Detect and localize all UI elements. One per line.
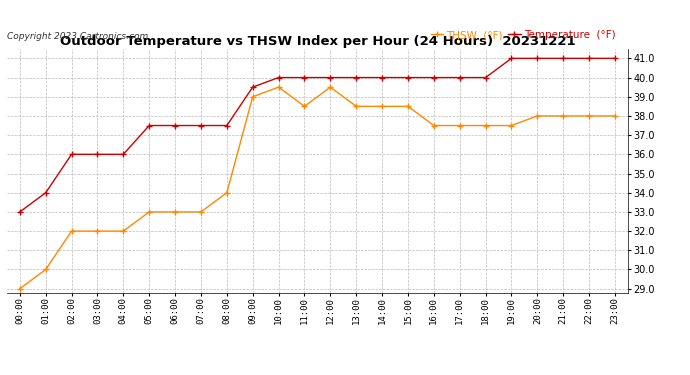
Text: Copyright 2023 Cartronics.com: Copyright 2023 Cartronics.com [7, 32, 148, 41]
Legend: THSW  (°F), Temperature  (°F): THSW (°F), Temperature (°F) [426, 26, 620, 44]
Title: Outdoor Temperature vs THSW Index per Hour (24 Hours)  20231221: Outdoor Temperature vs THSW Index per Ho… [59, 34, 575, 48]
